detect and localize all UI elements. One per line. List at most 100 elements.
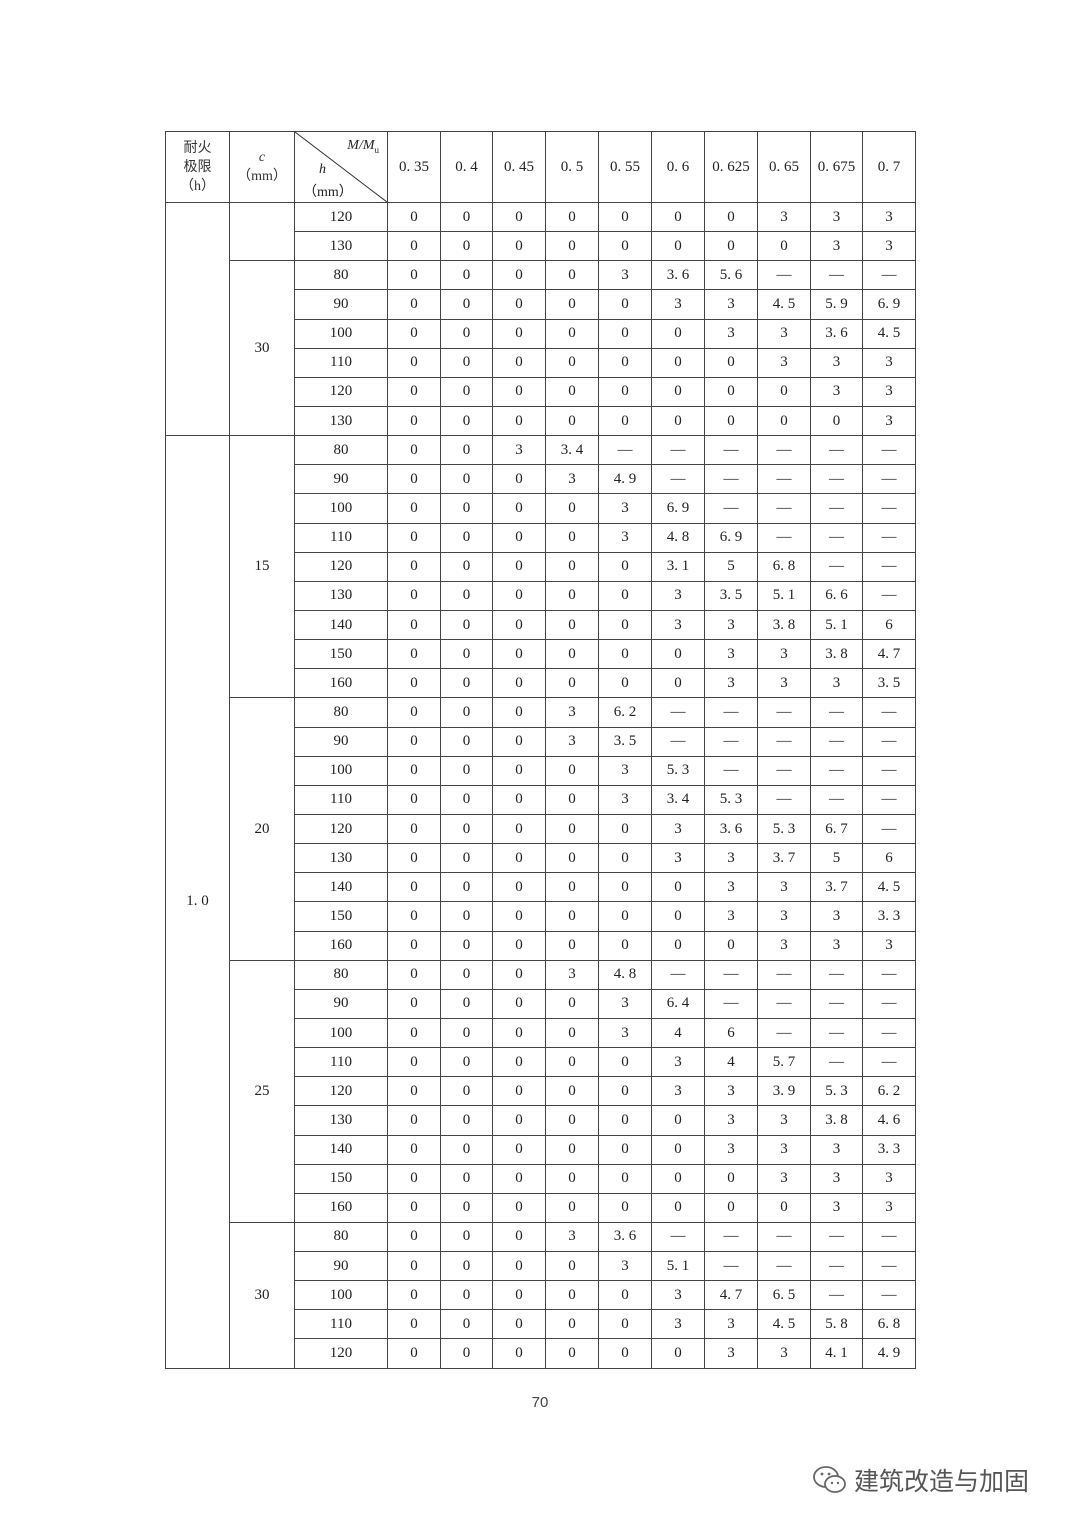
value-cell: 3. 6: [598, 1221, 652, 1253]
value-cell: 0: [492, 376, 546, 407]
value-cell: 0: [545, 1105, 599, 1136]
value-cell: 0: [598, 1134, 652, 1165]
value-cell: 4. 8: [598, 959, 652, 990]
value-cell: 0: [492, 493, 546, 524]
value-cell: 6. 9: [651, 493, 705, 524]
ratio-header: 0. 5: [545, 131, 599, 203]
value-cell: 0: [387, 1221, 441, 1253]
value-cell: 0: [598, 813, 652, 845]
value-cell: 4. 7: [704, 1280, 758, 1311]
value-cell: 0: [387, 1047, 441, 1078]
h-cell: 110: [294, 1047, 388, 1078]
value-cell: 3: [704, 639, 758, 670]
table-row: 150 0 0 0 0 0 0 3 3 3. 8 4. 7: [166, 639, 916, 670]
value-cell: 3: [862, 376, 916, 407]
value-cell: 0: [492, 1251, 546, 1282]
value-cell: 0: [545, 813, 599, 845]
value-cell: 0: [545, 1280, 599, 1311]
value-cell: 0: [387, 726, 441, 757]
value-cell: —: [810, 988, 863, 1019]
value-cell: 0: [598, 843, 652, 874]
value-cell: —: [810, 726, 863, 757]
value-cell: 0: [545, 260, 599, 291]
header-line: （h）: [180, 178, 215, 194]
value-cell: 0: [440, 1017, 493, 1049]
value-cell: —: [704, 988, 758, 1019]
header-line: 极限: [183, 159, 212, 175]
table-row: 100 0 0 0 0 0 3 4. 7 6. 5— —: [166, 1280, 916, 1311]
value-cell: 0: [492, 959, 546, 990]
ratio-header: 0. 65: [757, 131, 811, 203]
value-cell: 4. 9: [862, 1338, 916, 1369]
h-cell: 160: [294, 1192, 388, 1223]
value-cell: 3: [651, 843, 705, 874]
value-cell: 0: [387, 435, 441, 466]
value-cell: 0: [387, 1017, 441, 1049]
value-cell: 3: [862, 201, 916, 233]
h-cell: 90: [294, 1251, 388, 1282]
value-cell: —: [810, 697, 863, 728]
value-cell: 6. 9: [704, 522, 758, 553]
value-cell: 3: [704, 901, 758, 932]
value-cell: 0: [440, 988, 493, 1019]
value-cell: 6: [704, 1017, 758, 1049]
fire-rating-cell: 1. 0: [165, 435, 230, 1369]
value-cell: 0: [598, 1280, 652, 1311]
c-cell: 15: [229, 435, 295, 699]
value-cell: 3. 5: [704, 580, 758, 611]
value-cell: 3: [651, 1280, 705, 1311]
h-cell: 110: [294, 784, 388, 815]
h-cell: 110: [294, 347, 388, 378]
h-cell: 120: [294, 376, 388, 407]
value-cell: 0: [492, 843, 546, 874]
value-cell: 0: [545, 843, 599, 874]
value-cell: 5. 9: [810, 289, 863, 320]
value-cell: —: [757, 988, 811, 1019]
value-cell: 0: [598, 1192, 652, 1223]
h-cell: 130: [294, 580, 388, 611]
value-cell: 0: [492, 697, 546, 728]
value-cell: 3. 3: [862, 901, 916, 932]
value-cell: 0: [387, 580, 441, 611]
table-row: 130 0 0 0 0 0 0 3 3 3. 8 4. 6: [166, 1105, 916, 1136]
value-cell: 0: [704, 376, 758, 407]
value-cell: 0: [651, 930, 705, 961]
value-cell: 3: [704, 1309, 758, 1340]
value-cell: —: [757, 260, 811, 291]
value-cell: 3. 6: [651, 260, 705, 291]
value-cell: —: [757, 726, 811, 757]
value-cell: 0: [545, 231, 599, 262]
table-row: 110 0 0 0 0 3 4. 8 6. 9— — —: [166, 522, 916, 553]
watermark-text: 建筑改造与加固: [854, 1467, 1030, 1496]
value-cell: —: [704, 493, 758, 524]
value-cell: 0: [704, 405, 758, 437]
table-row: 25 80 0 0 0 3 4. 8— — — — —: [166, 959, 916, 1223]
value-cell: 0: [545, 522, 599, 553]
value-cell: 0: [545, 639, 599, 670]
value-cell: 0: [387, 1076, 441, 1107]
value-cell: 0: [651, 639, 705, 670]
value-cell: 3: [704, 843, 758, 874]
ratio-label-text: M/M: [347, 138, 375, 153]
value-cell: 5. 7: [757, 1047, 811, 1078]
header-line: c: [258, 150, 266, 165]
h-cell: 150: [294, 1163, 388, 1194]
value-cell: 3: [810, 231, 863, 262]
value-cell: 0: [757, 231, 811, 262]
table-row: 140 0 0 0 0 0 0 3 3 3. 7 4. 5: [166, 872, 916, 903]
value-cell: 0: [387, 1192, 441, 1223]
value-cell: 0: [440, 347, 493, 378]
value-cell: 0: [387, 959, 441, 990]
value-cell: 6: [862, 843, 916, 874]
value-cell: 0: [598, 1105, 652, 1136]
value-cell: 0: [387, 930, 441, 961]
value-cell: 3. 8: [810, 639, 863, 670]
value-cell: 0: [492, 668, 546, 699]
value-cell: —: [810, 784, 863, 815]
value-cell: —: [862, 959, 916, 990]
value-cell: 0: [492, 522, 546, 553]
value-cell: 3: [704, 1105, 758, 1136]
value-cell: 3: [757, 1105, 811, 1136]
value-cell: 0: [704, 930, 758, 961]
